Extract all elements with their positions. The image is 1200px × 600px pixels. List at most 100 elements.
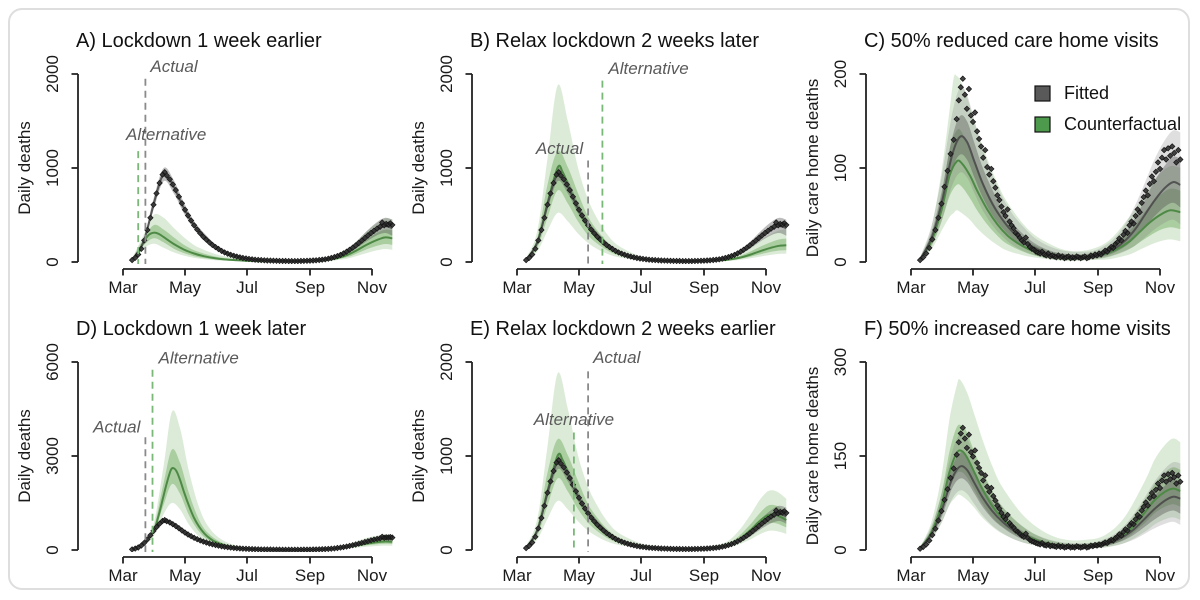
x-tick-label: Sep [295, 566, 325, 585]
y-tick-label: 1000 [43, 149, 62, 187]
plot-area [522, 84, 790, 264]
x-axis: Mar May Jul Sep Nov [896, 268, 1176, 297]
panel-chart-A: A) Lockdown 1 week earlier 0 1000 2000 Daily… [15, 30, 396, 297]
vline-label-alternative: Alternative [607, 59, 688, 78]
y-tick-label: 2000 [437, 343, 456, 381]
observed-points [522, 169, 790, 264]
y-axis-label: Daily deaths [15, 409, 34, 503]
plot-area [916, 74, 1184, 264]
x-tick-label: Jul [630, 566, 652, 585]
x-tick-label: Sep [689, 278, 719, 297]
panels-grid: A) Lockdown 1 week earlier 0 1000 2000 Daily… [10, 10, 1188, 588]
panel-title: F) 50% increased care home visits [864, 318, 1171, 340]
x-tick-label: Mar [896, 566, 926, 585]
x-tick-label: Mar [502, 566, 532, 585]
x-tick-label: Mar [108, 278, 138, 297]
x-tick-label: Sep [1083, 278, 1113, 297]
y-axis: 0 1000 2000 [437, 55, 473, 267]
x-tick-label: Nov [751, 278, 782, 297]
y-axis-label: Daily care home deaths [803, 367, 822, 546]
x-axis: Mar May Jul Sep Nov [502, 556, 782, 585]
panel-chart-E: E) Relax lockdown 2 weeks earlier 0 1000 20… [409, 318, 790, 585]
y-axis: 0 1000 2000 [43, 55, 79, 267]
vline-label-actual: Actual [592, 348, 641, 367]
x-tick-label: Mar [108, 566, 138, 585]
panel-chart-B: B) Relax lockdown 2 weeks later 0 1000 2000… [409, 30, 790, 297]
y-tick-label: 0 [831, 257, 850, 266]
x-tick-label: May [957, 278, 990, 297]
x-tick-label: Jul [1024, 278, 1046, 297]
y-tick-label: 3000 [43, 437, 62, 475]
y-tick-label: 0 [437, 545, 456, 554]
observed-points [128, 169, 396, 264]
x-tick-label: Nov [751, 566, 782, 585]
y-tick-label: 1000 [437, 149, 456, 187]
x-tick-label: Sep [1083, 566, 1113, 585]
figure-card: A) Lockdown 1 week earlier 0 1000 2000 Daily… [8, 8, 1190, 590]
x-tick-label: May [563, 566, 596, 585]
legend-swatch-fitted [1034, 85, 1051, 102]
x-axis: Mar May Jul Sep Nov [896, 556, 1176, 585]
panel-chart-D: D) Lockdown 1 week later 0 3000 6000 Daily d… [15, 318, 396, 585]
y-axis: 0 1000 2000 [437, 343, 473, 555]
legend-swatch-counterfactual [1034, 116, 1051, 133]
y-axis-label: Daily care home deaths [803, 79, 822, 258]
counterfactual-band-50 [526, 438, 787, 550]
panel-title: C) 50% reduced care home visits [864, 30, 1159, 52]
x-tick-label: May [169, 566, 202, 585]
vline-label-alternative: Alternative [158, 349, 239, 368]
y-tick-label: 300 [831, 348, 850, 376]
counterfactual-band-50 [526, 150, 787, 262]
legend: Fitted Counterfactual [1034, 83, 1181, 134]
x-tick-label: Nov [357, 566, 388, 585]
plot-area [128, 410, 396, 552]
x-tick-label: Mar [502, 278, 532, 297]
panel-A: A) Lockdown 1 week earlier 0 1000 2000 Daily… [10, 12, 404, 300]
y-tick-label: 0 [43, 257, 62, 266]
plot-area [128, 167, 396, 264]
vline-label-actual: Actual [149, 57, 198, 76]
x-tick-label: Sep [295, 278, 325, 297]
panel-E: E) Relax lockdown 2 weeks earlier 0 1000 20… [404, 300, 798, 588]
y-tick-label: 0 [831, 545, 850, 554]
x-axis: Mar May Jul Sep Nov [108, 556, 388, 585]
panel-D: D) Lockdown 1 week later 0 3000 6000 Daily d… [10, 300, 404, 588]
y-tick-label: 2000 [437, 55, 456, 93]
vline-label-alternative: Alternative [125, 125, 206, 144]
counterfactual-band-95 [920, 74, 1181, 262]
x-tick-label: Jul [630, 278, 652, 297]
panel-title: B) Relax lockdown 2 weeks later [470, 30, 759, 52]
vline-label-actual: Actual [92, 418, 141, 437]
legend-label: Counterfactual [1064, 114, 1181, 134]
x-tick-label: Jul [1024, 566, 1046, 585]
y-tick-label: 100 [831, 154, 850, 182]
panel-F: F) 50% increased care home visits 0 150 300… [798, 300, 1188, 588]
x-tick-label: Mar [896, 278, 926, 297]
y-axis: 0 150 300 [831, 348, 867, 555]
plot-area [522, 372, 790, 552]
observed-points [916, 424, 1184, 552]
legend-label: Fitted [1064, 83, 1109, 103]
y-tick-label: 0 [437, 257, 456, 266]
y-tick-label: 2000 [43, 55, 62, 93]
x-tick-label: May [169, 278, 202, 297]
y-tick-label: 1000 [437, 437, 456, 475]
x-axis: Mar May Jul Sep Nov [502, 268, 782, 297]
observed-points [916, 75, 1184, 264]
panel-chart-C: C) 50% reduced care home visits 0 100 200 Da… [803, 30, 1184, 297]
y-tick-label: 0 [43, 545, 62, 554]
panel-title: A) Lockdown 1 week earlier [76, 30, 322, 52]
counterfactual-band-95 [526, 372, 787, 550]
x-tick-label: Nov [1145, 278, 1176, 297]
observed-points [128, 516, 396, 552]
counterfactual-band-50 [132, 224, 393, 262]
counterfactual-band-95 [526, 84, 787, 262]
x-tick-label: May [563, 278, 596, 297]
fitted-band-95 [920, 433, 1181, 550]
y-axis: 0 100 200 [831, 60, 867, 267]
x-tick-label: Nov [1145, 566, 1176, 585]
y-axis: 0 3000 6000 [43, 343, 79, 555]
y-axis-label: Daily deaths [15, 121, 34, 215]
counterfactual-band-95 [920, 379, 1181, 550]
y-axis-label: Daily deaths [409, 409, 428, 503]
